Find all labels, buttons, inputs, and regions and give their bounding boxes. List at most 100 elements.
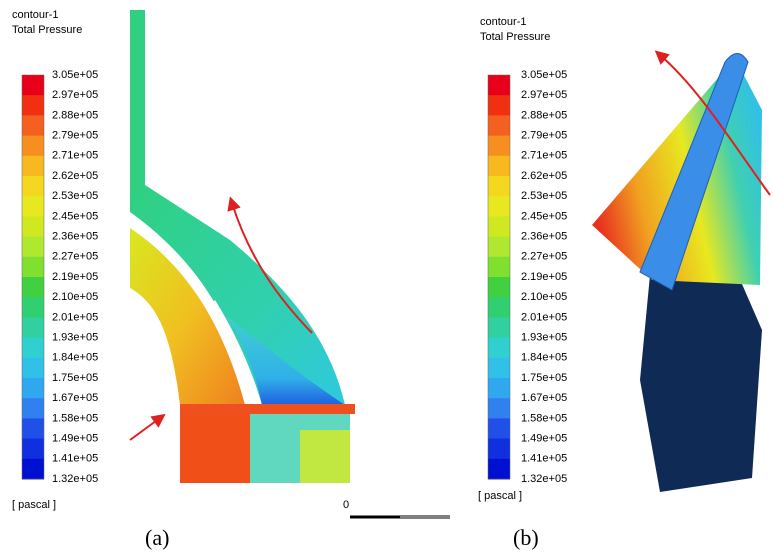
caption: (b) [513, 525, 539, 550]
colorbar-label: 2.36e+05 [52, 231, 98, 243]
colorbar-band [22, 317, 44, 338]
colorbar-label: 1.84e+05 [521, 352, 567, 364]
colorbar-label: 1.58e+05 [521, 412, 567, 424]
colorbar-label: 2.19e+05 [52, 271, 98, 283]
colorbar-band [488, 115, 510, 136]
colorbar-band [488, 156, 510, 177]
colorbar-band [488, 136, 510, 157]
colorbar-label: 2.88e+05 [521, 109, 567, 121]
colorbar-band [22, 418, 44, 439]
colorbar-label: 2.01e+05 [521, 311, 567, 323]
colorbar-band [22, 136, 44, 157]
colorbar-band [22, 176, 44, 197]
colorbar-band [22, 237, 44, 258]
colorbar-band [488, 75, 510, 96]
legend-subtitle: Total Pressure [480, 31, 550, 43]
colorbar-label: 2.88e+05 [52, 109, 98, 121]
colorbar-label: 1.67e+05 [52, 392, 98, 404]
colorbar-band [22, 459, 44, 480]
page: {"panels": [ {"title": "contour-1", "sub… [0, 0, 773, 552]
inlet-strip [130, 10, 145, 190]
colorbar-band [488, 459, 510, 480]
geometry-b [592, 54, 770, 493]
colorbar-label: 1.67e+05 [521, 392, 567, 404]
colorbar-label: 2.79e+05 [521, 130, 567, 142]
colorbar-label: 2.62e+05 [52, 170, 98, 182]
figure: 0 contour-1 Total Pressure 3.05e+05 2.97e+0… [0, 0, 773, 552]
colorbar-band [488, 257, 510, 278]
colorbar-label: 1.93e+05 [52, 332, 98, 344]
colorbar-band [488, 196, 510, 217]
colorbar-band [488, 297, 510, 318]
colorbar-band [488, 338, 510, 359]
colorbar-band [488, 95, 510, 116]
colorbar-label: 2.71e+05 [52, 150, 98, 162]
colorbar-band [488, 176, 510, 197]
colorbar-label: 1.75e+05 [52, 372, 98, 384]
scale-label: 0 [343, 499, 349, 511]
caption: (a) [145, 525, 169, 550]
colorbar-label: 2.71e+05 [521, 150, 567, 162]
colorbar-label: 2.10e+05 [52, 291, 98, 303]
colorbar-band [22, 216, 44, 237]
colorbar-label: 1.41e+05 [52, 453, 98, 465]
colorbar-band [488, 439, 510, 460]
colorbar-label: 1.32e+05 [521, 473, 567, 485]
colorbar-label: 1.58e+05 [52, 412, 98, 424]
hub-surface [640, 268, 762, 492]
colorbar-label: 2.97e+05 [52, 89, 98, 101]
colorbar-label: 2.01e+05 [52, 311, 98, 323]
colorbar-band [22, 439, 44, 460]
colorbar-label: 2.45e+05 [521, 210, 567, 222]
colorbar-label: 2.53e+05 [521, 190, 567, 202]
colorbar-band [22, 378, 44, 399]
inlet-arrow [130, 418, 160, 440]
colorbar-band [22, 196, 44, 217]
colorbar-label: 1.49e+05 [52, 433, 98, 445]
colorbar-label: 1.75e+05 [521, 372, 567, 384]
block-patch [300, 430, 350, 483]
colorbar-band [22, 297, 44, 318]
colorbar-band [488, 216, 510, 237]
colorbar-band [22, 257, 44, 278]
colorbar-band [22, 358, 44, 379]
colorbar-label: 2.53e+05 [52, 190, 98, 202]
unit-label: [ pascal ] [12, 499, 56, 511]
colorbar-label: 2.27e+05 [521, 251, 567, 263]
legend-title: contour-1 [12, 9, 58, 21]
colorbar-band [22, 95, 44, 116]
colorbar-band [488, 398, 510, 419]
colorbar-label: 2.10e+05 [521, 291, 567, 303]
colorbar-label: 1.93e+05 [521, 332, 567, 344]
colorbar-label: 3.05e+05 [521, 69, 567, 81]
colorbar-band [22, 156, 44, 177]
colorbar-label: 1.49e+05 [521, 433, 567, 445]
colorbar-label: 3.05e+05 [52, 69, 98, 81]
legend-subtitle: Total Pressure [12, 24, 82, 36]
colorbar-label: 2.36e+05 [521, 231, 567, 243]
geometry-a: 0 [130, 10, 450, 517]
colorbar-band [488, 277, 510, 298]
colorbar-label: 2.45e+05 [52, 210, 98, 222]
unit-label: [ pascal ] [478, 490, 522, 502]
colorbar-label: 2.79e+05 [52, 130, 98, 142]
colorbar-band [488, 378, 510, 399]
colorbar-label: 2.97e+05 [521, 89, 567, 101]
colorbar-label: 2.19e+05 [521, 271, 567, 283]
colorbar-band [488, 237, 510, 258]
colorbar-band [22, 277, 44, 298]
block-left [180, 414, 250, 483]
plate [180, 404, 355, 414]
colorbar-label: 1.84e+05 [52, 352, 98, 364]
colorbar-band [22, 75, 44, 96]
colorbar-label: 2.27e+05 [52, 251, 98, 263]
colorbar-band [488, 317, 510, 338]
colorbar-label: 1.32e+05 [52, 473, 98, 485]
colorbar-band [22, 115, 44, 136]
colorbar-band [488, 358, 510, 379]
legend-title: contour-1 [480, 16, 526, 28]
colorbar-label: 2.62e+05 [521, 170, 567, 182]
colorbar-label: 1.41e+05 [521, 453, 567, 465]
colorbar-band [22, 398, 44, 419]
colorbar-band [22, 338, 44, 359]
